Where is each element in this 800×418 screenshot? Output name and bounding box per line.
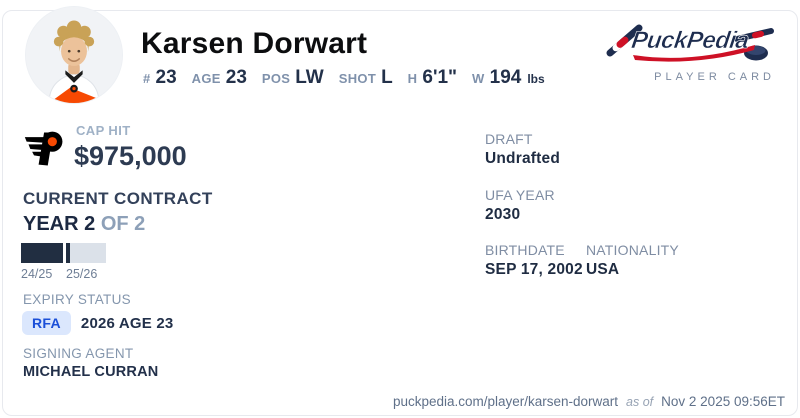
draft-label: DRAFT bbox=[485, 131, 533, 147]
birthdate-value: SEP 17, 2002 bbox=[485, 261, 583, 278]
expiry-status-row: RFA 2026 AGE 23 bbox=[22, 311, 173, 335]
stat-position: POS LW bbox=[262, 67, 324, 89]
stat-shot: SHOT L bbox=[339, 67, 393, 89]
stat-weight-unit: lbs bbox=[527, 72, 545, 86]
signing-agent-label: SIGNING AGENT bbox=[23, 346, 134, 361]
footer-as-of-label: as of bbox=[626, 395, 654, 409]
player-stats-row: # 23 AGE 23 POS LW SHOT L H 6'1" W 194 l… bbox=[143, 67, 545, 89]
footer: puckpedia.com/player/karsen-dorwart as o… bbox=[393, 394, 785, 409]
signing-agent-value: MICHAEL CURRAN bbox=[23, 364, 159, 380]
stat-weight-value: 194 bbox=[489, 67, 522, 88]
ufa-year-block: UFA YEAR 2030 bbox=[485, 187, 555, 224]
birthdate-label: BIRTHDATE bbox=[485, 242, 565, 258]
player-photo bbox=[26, 7, 122, 103]
season-labels: 24/25 25/26 bbox=[21, 267, 141, 281]
season-segment-24-25 bbox=[21, 243, 63, 263]
nationality-label: NATIONALITY bbox=[586, 242, 679, 258]
stat-height: H 6'1" bbox=[408, 67, 457, 89]
stat-number-value: 23 bbox=[155, 67, 177, 88]
stat-height-label: H bbox=[407, 71, 418, 86]
contract-year-current: YEAR 2 bbox=[23, 213, 96, 235]
season-segment-25-26 bbox=[66, 243, 106, 263]
brand-block: PuckPedia PLAYER CARD bbox=[605, 17, 775, 83]
footer-timestamp: Nov 2 2025 09:56ET bbox=[661, 394, 785, 409]
expiry-detail: 2026 AGE 23 bbox=[80, 314, 174, 332]
stat-height-value: 6'1" bbox=[422, 67, 458, 88]
stat-age-value: 23 bbox=[225, 67, 247, 88]
footer-player-url[interactable]: puckpedia.com/player/karsen-dorwart bbox=[392, 394, 619, 409]
puckpedia-logo-text: PuckPedia bbox=[630, 27, 751, 54]
birthdate-block: BIRTHDATE SEP 17, 2002 bbox=[485, 242, 583, 279]
stat-shot-label: SHOT bbox=[338, 71, 377, 86]
flyers-team-logo bbox=[24, 131, 63, 166]
ufa-year-label: UFA YEAR bbox=[485, 187, 555, 203]
stat-position-value: LW bbox=[295, 67, 324, 88]
player-name: Karsen Dorwart bbox=[141, 27, 368, 60]
draft-value: Undrafted bbox=[485, 150, 560, 167]
stat-age-label: AGE bbox=[191, 71, 221, 86]
nationality-block: NATIONALITY USA bbox=[586, 242, 679, 279]
nationality-value: USA bbox=[586, 261, 620, 278]
player-photo-illustration bbox=[26, 7, 122, 103]
brand-tagline: PLAYER CARD bbox=[654, 71, 775, 83]
ufa-year-value: 2030 bbox=[485, 206, 521, 223]
stat-position-label: POS bbox=[261, 71, 291, 86]
stat-age: AGE 23 bbox=[192, 67, 247, 89]
contract-year-total: OF 2 bbox=[100, 213, 146, 235]
season-label-24-25: 24/25 bbox=[21, 267, 53, 281]
stat-number: # 23 bbox=[143, 67, 177, 89]
stat-number-label: # bbox=[143, 71, 151, 86]
cap-hit-value: $975,000 bbox=[74, 141, 187, 171]
player-card: Karsen Dorwart # 23 AGE 23 POS LW SHOT L… bbox=[2, 7, 798, 416]
season-label-25-26: 25/26 bbox=[66, 267, 98, 281]
stat-weight: W 194 lbs bbox=[472, 67, 545, 89]
draft-block: DRAFT Undrafted bbox=[485, 131, 560, 168]
season-progress-fill bbox=[66, 243, 70, 263]
contract-year: YEAR 2 OF 2 bbox=[23, 213, 145, 236]
stat-weight-label: W bbox=[472, 71, 485, 86]
cap-hit-label: CAP HIT bbox=[76, 123, 131, 138]
contract-season-bar bbox=[21, 243, 106, 263]
puckpedia-logo: PuckPedia bbox=[606, 24, 774, 62]
rfa-status-badge: RFA bbox=[22, 311, 71, 335]
expiry-status-label: EXPIRY STATUS bbox=[23, 292, 131, 307]
stat-shot-value: L bbox=[381, 67, 393, 88]
contract-section-title: CURRENT CONTRACT bbox=[23, 189, 213, 208]
